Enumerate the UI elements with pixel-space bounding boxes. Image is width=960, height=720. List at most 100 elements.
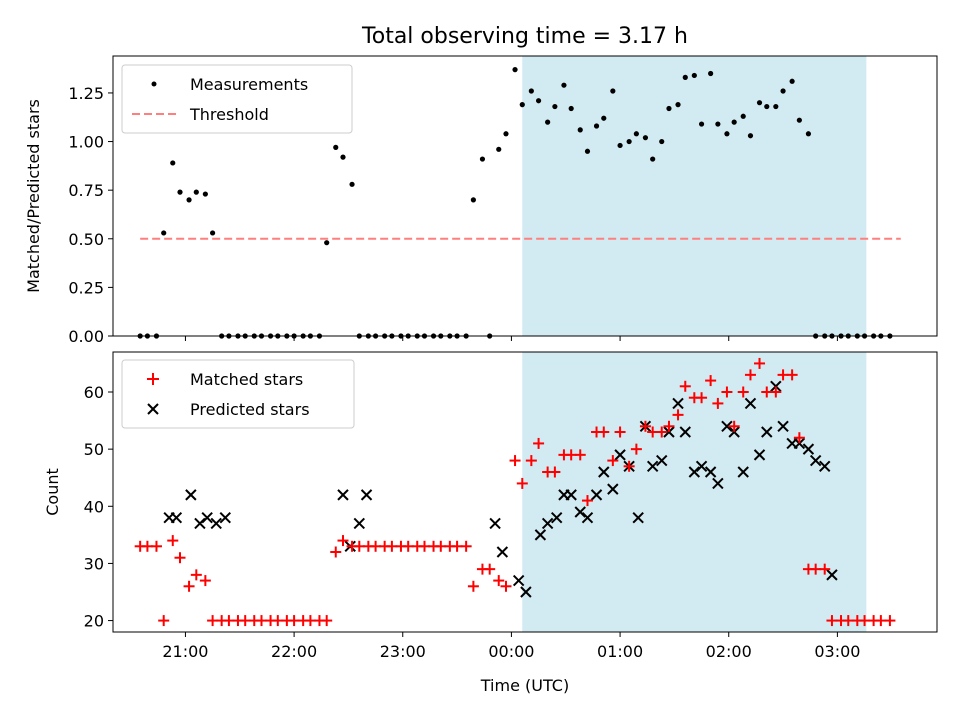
matched-star-point <box>656 426 668 438</box>
x-tick-label: 22:00 <box>271 642 317 661</box>
matched-star-point <box>174 552 186 564</box>
predicted-star-point <box>809 454 822 467</box>
legend-threshold-label: Threshold <box>189 105 269 124</box>
measurement-point <box>177 189 183 195</box>
measurement-point <box>650 156 656 162</box>
bottom-legend: Matched stars Predicted stars <box>121 359 355 429</box>
x-tick-label: 00:00 <box>488 642 534 661</box>
measurement-point <box>333 144 339 150</box>
y-tick-label: 0.25 <box>68 278 104 297</box>
matched-star-point <box>525 455 537 467</box>
x-tick-label: 23:00 <box>380 642 426 661</box>
measurement-point <box>691 72 697 79</box>
predicted-star-point <box>512 574 525 587</box>
matched-star-point <box>199 575 211 587</box>
predicted-star-point <box>201 512 213 524</box>
predicted-star-point <box>663 426 675 438</box>
matched-star-point <box>493 575 505 587</box>
matched-star-point <box>679 380 691 392</box>
matched-star-point <box>737 386 749 398</box>
measurement-point <box>731 119 737 125</box>
measurement-point <box>626 138 632 145</box>
predicted-star-point <box>744 397 757 410</box>
measurement-point <box>633 131 639 137</box>
measurement-point <box>479 156 486 162</box>
predicted-star-point <box>194 517 206 530</box>
top-y-axis-label: Matched/Predicted stars <box>24 99 43 293</box>
bottom-x-ticks: 21:00 22:00 23:00 00:00 01:00 02:00 03:00 <box>162 632 860 661</box>
predicted-star-point <box>337 489 349 501</box>
predicted-star-point <box>360 489 373 501</box>
legend-predicted-marker <box>147 403 159 415</box>
measurement-point <box>675 102 681 108</box>
measurement-point <box>796 117 802 123</box>
predicted-star-point <box>598 466 610 478</box>
measurement-points <box>137 67 893 339</box>
top-axes-frame <box>112 55 938 337</box>
measurement-point <box>659 138 665 145</box>
matched-star-point <box>549 466 561 478</box>
legend-measurements-label: Measurements <box>190 75 308 94</box>
y-tick-label: 0.75 <box>68 181 104 200</box>
top-legend-box <box>121 64 353 134</box>
measurement-point <box>584 148 591 154</box>
observing-window-shade <box>522 56 867 336</box>
predicted-star-point <box>679 426 691 438</box>
predicted-star-point <box>753 449 766 461</box>
matched-star-point <box>721 386 733 398</box>
predicted-star-point <box>777 420 789 432</box>
y-tick-label: 1.00 <box>68 133 104 152</box>
measurement-point <box>682 74 688 80</box>
x-axis-label: Time (UTC) <box>480 676 569 695</box>
predicted-star-point <box>688 466 701 478</box>
matched-star-point <box>793 432 805 444</box>
predicted-star-point <box>770 380 782 392</box>
matched-star-point <box>744 369 756 381</box>
matched-stars-points <box>134 357 896 627</box>
measurement-point <box>740 113 746 119</box>
measurement-point <box>698 121 705 127</box>
top-y-ticks: 0.00 0.25 0.50 0.75 1.00 1.25 <box>68 84 113 346</box>
predicted-star-point <box>712 477 724 490</box>
measurement-point <box>535 98 542 104</box>
predicted-star-point <box>541 517 554 530</box>
legend-predicted-label: Predicted stars <box>190 400 310 419</box>
matched-star-point <box>330 546 342 558</box>
matched-star-point <box>696 392 708 404</box>
matched-star-point <box>467 580 479 592</box>
y-tick-label: 0.50 <box>68 230 104 249</box>
x-tick-label: 03:00 <box>814 642 860 661</box>
measurement-point <box>666 105 672 112</box>
y-tick-label: 1.25 <box>68 84 104 103</box>
measurement-point <box>617 142 623 149</box>
bottom-y-axis-label: Count <box>43 468 62 516</box>
predicted-star-point <box>550 512 563 524</box>
bottom-axes-frame <box>112 351 938 633</box>
predicted-star-point <box>581 512 594 524</box>
measurement-point <box>780 88 786 94</box>
predicted-star-point <box>219 512 231 524</box>
predicted-star-point <box>489 517 501 530</box>
measurement-point <box>601 115 607 121</box>
matched-star-point <box>581 495 593 507</box>
bottom-y-ticks: 20 30 40 50 60 <box>84 383 113 631</box>
predicted-star-point <box>704 466 717 478</box>
legend-measurements-marker <box>151 81 157 87</box>
measurement-point <box>193 189 199 195</box>
matched-star-point <box>623 460 635 472</box>
matched-star-point <box>705 375 717 387</box>
measurement-point <box>577 127 583 133</box>
matched-star-point <box>509 455 521 467</box>
predicted-star-point <box>672 397 684 410</box>
predicted-star-point <box>646 460 659 472</box>
y-tick-label: 40 <box>84 497 104 516</box>
matched-star-point <box>598 426 610 438</box>
predicted-star-point <box>520 586 532 598</box>
predicted-star-point <box>793 437 806 450</box>
predicted-star-point <box>802 443 815 455</box>
predicted-star-point <box>761 426 773 438</box>
predicted-star-point <box>353 517 366 530</box>
y-tick-label: 50 <box>84 440 104 459</box>
measurement-point <box>568 105 574 112</box>
matched-star-point <box>183 580 195 592</box>
